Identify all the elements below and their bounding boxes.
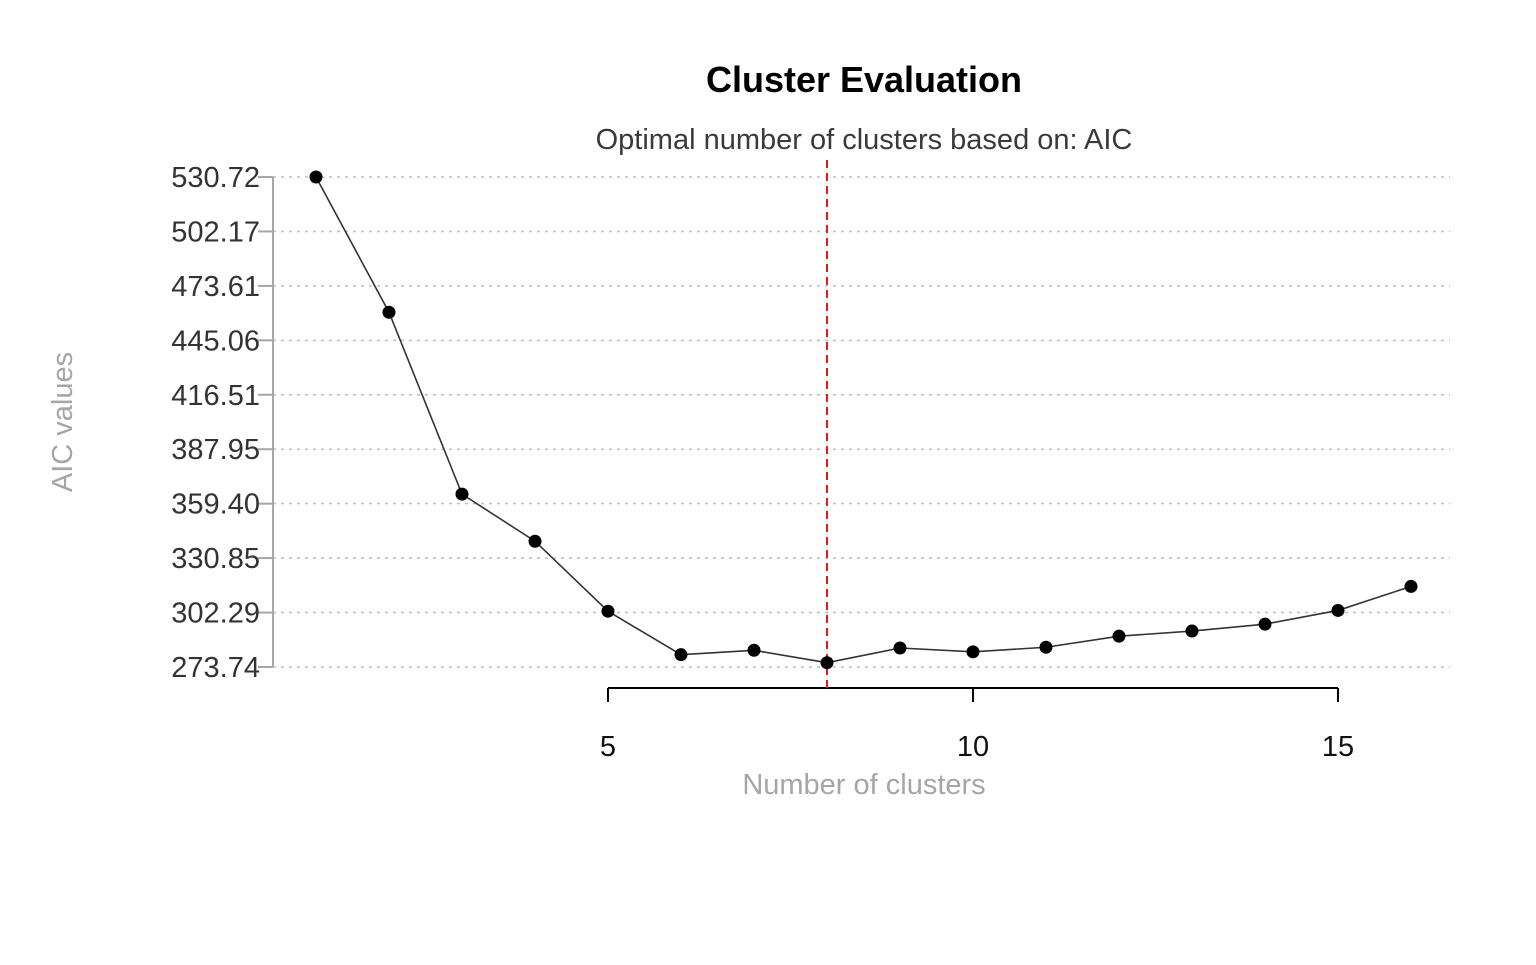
y-tick-label: 502.17 xyxy=(171,216,260,248)
y-tick-label: 387.95 xyxy=(171,434,260,466)
chart-title: Cluster Evaluation xyxy=(706,59,1022,100)
data-point xyxy=(382,305,396,319)
grid-lines xyxy=(273,176,1450,668)
y-tick-label: 359.40 xyxy=(171,489,260,521)
data-point xyxy=(455,487,469,501)
x-tick-label: 10 xyxy=(957,731,989,763)
aic-series xyxy=(309,170,1418,670)
data-point xyxy=(966,645,980,659)
y-tick-label: 445.06 xyxy=(171,325,260,357)
data-point xyxy=(1331,603,1345,617)
data-point xyxy=(893,641,907,655)
x-axis-title: Number of clusters xyxy=(742,769,985,801)
chart-subtitle: Optimal number of clusters based on: AIC xyxy=(596,124,1133,156)
data-point xyxy=(820,656,834,670)
data-point xyxy=(1404,579,1418,593)
data-point xyxy=(309,170,323,184)
x-tick-label: 5 xyxy=(600,731,616,763)
y-tick-label: 302.29 xyxy=(171,598,260,630)
y-tick-label: 416.51 xyxy=(171,380,260,412)
series-line xyxy=(315,176,1412,664)
data-point xyxy=(601,604,615,618)
y-tick-label: 473.61 xyxy=(171,271,260,303)
y-tick-label: 273.74 xyxy=(171,652,260,684)
axes: 273.74 302.29 330.85 359.40 387.95 416.51 445.… xyxy=(171,162,1354,763)
data-point xyxy=(747,643,761,657)
y-tick-label: 530.72 xyxy=(171,162,260,194)
y-tick-label: 330.85 xyxy=(171,543,260,575)
data-point xyxy=(528,534,542,548)
data-point xyxy=(674,648,688,662)
data-point xyxy=(1112,629,1126,643)
y-axis-title: AIC values xyxy=(47,352,79,492)
data-point xyxy=(1258,617,1272,631)
data-point xyxy=(1185,624,1199,638)
data-point xyxy=(1039,640,1053,654)
x-tick-label: 15 xyxy=(1322,731,1354,763)
